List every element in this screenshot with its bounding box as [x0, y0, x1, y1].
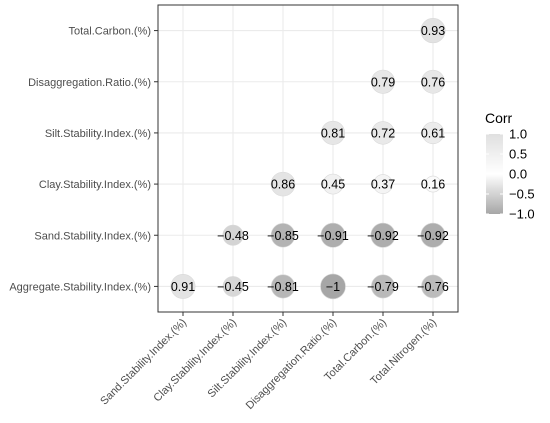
- correlation-value-label: 0.93: [421, 24, 445, 38]
- legend-colorbar: [486, 134, 503, 214]
- correlation-value-label: −0.91: [317, 229, 349, 243]
- correlation-circle: [270, 171, 296, 197]
- correlation-circle: [320, 273, 346, 300]
- correlation-value-label: −0.45: [217, 280, 249, 294]
- correlation-value-label: −0.81: [267, 280, 299, 294]
- correlation-circle: [373, 174, 393, 194]
- correlation-value-label: 0.16: [421, 178, 445, 192]
- correlation-value-label: −0.48: [217, 229, 249, 243]
- correlation-circle: [421, 69, 445, 94]
- x-axis-tick-label: Clay.Stability.Index.(%): [151, 317, 239, 405]
- correlation-value-label: 0.91: [171, 280, 195, 294]
- y-axis-tick-label: Disaggregation.Ratio.(%): [28, 77, 151, 89]
- correlation-value-label: −0.85: [267, 229, 299, 243]
- correlation-value-label: −1: [326, 280, 340, 294]
- correlation-value-label: 0.37: [371, 178, 395, 192]
- correlation-circle: [222, 276, 244, 297]
- correlation-circle: [371, 121, 395, 145]
- correlation-circle: [371, 274, 395, 299]
- correlation-value-label: −0.79: [367, 280, 399, 294]
- correlation-circle: [420, 18, 446, 44]
- legend-tick-label: 0.5: [509, 147, 527, 162]
- x-axis-tick-label: Disaggregation.Ratio.(%): [244, 317, 339, 412]
- correlation-value-label: 0.72: [371, 126, 395, 140]
- y-axis-tick-label: Sand.Stability.Index.(%): [34, 230, 151, 242]
- correlation-circle: [222, 224, 244, 246]
- correlation-circle: [424, 175, 442, 193]
- correlation-circle: [421, 274, 445, 299]
- correlation-circle: [270, 274, 296, 299]
- correlation-value-label: −0.92: [367, 229, 399, 243]
- correlation-cells: [170, 18, 446, 300]
- correlation-value-label: −0.92: [417, 229, 449, 243]
- correlation-value-label: 0.76: [421, 75, 445, 89]
- correlation-circle: [320, 222, 346, 248]
- y-axis-tick-label: Total.Carbon.(%): [68, 26, 151, 38]
- x-axis-tick-labels: Sand.Stability.Index.(%)Clay.Stability.I…: [98, 312, 439, 412]
- y-axis-tick-label: Aggregate.Stability.Index.(%): [9, 281, 151, 293]
- correlation-circle: [322, 173, 344, 195]
- plot-panel: [158, 5, 458, 312]
- panel-border: [157, 4, 459, 313]
- legend-tick-label: −1.0: [509, 207, 535, 222]
- correlation-value-label: 0.45: [321, 178, 345, 192]
- correlation-circle: [170, 273, 196, 299]
- legend-title: Corr: [485, 110, 513, 126]
- y-axis-tick-label: Silt.Stability.Index.(%): [45, 128, 151, 140]
- y-axis-tick-label: Clay.Stability.Index.(%): [39, 179, 151, 191]
- correlation-circle: [421, 121, 445, 145]
- correlation-value-label: 0.86: [271, 178, 295, 192]
- legend-tick-label: 0.0: [509, 167, 527, 182]
- correlation-value-label: 0.79: [371, 75, 395, 89]
- correlation-value-label: 0.61: [421, 126, 445, 140]
- correlation-circle: [420, 222, 446, 248]
- grid-lines: [157, 4, 459, 313]
- correlation-circle: [270, 223, 296, 248]
- correlation-circle: [371, 69, 395, 94]
- correlation-circle: [370, 222, 396, 248]
- x-axis-tick-label: Sand.Stability.Index.(%): [98, 317, 189, 408]
- correlation-value-labels: 0.91 −0.45 −0.81 −1 −0.79 −0.76 −0.48 −0.85 −0.9…: [171, 24, 449, 294]
- y-axis-tick-labels: Aggregate.Stability.Index.(%) Sand.Stabil…: [9, 26, 158, 293]
- correlation-value-label: −0.76: [417, 280, 449, 294]
- legend-tick-label: 1.0: [509, 127, 527, 142]
- legend-tick-label: −0.5: [509, 187, 535, 202]
- correlation-circle: [320, 120, 346, 145]
- correlation-value-label: 0.81: [321, 126, 345, 140]
